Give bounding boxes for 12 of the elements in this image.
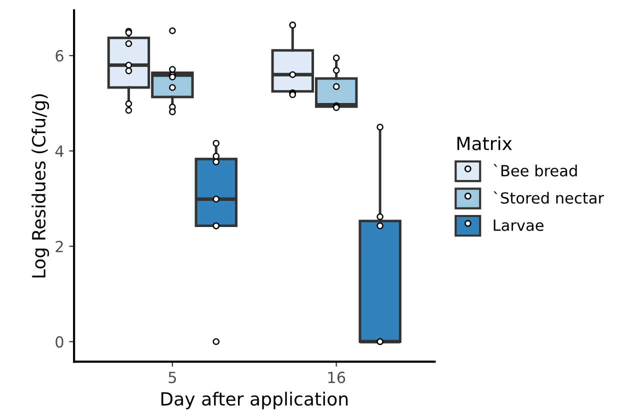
legend-label: `Stored nectar — [494, 191, 604, 204]
y-tick-label: 4 — [55, 146, 64, 157]
y-tick-label: 0 — [56, 336, 64, 348]
legend-label: `Bee bread — [494, 164, 577, 176]
y-axis-title: Log Residues (Cfu/g) — [32, 94, 50, 278]
x-axis-title: Day after application — [161, 392, 348, 410]
legend-label: Larvae — [494, 220, 544, 232]
x-tick-label: 16 — [328, 372, 346, 384]
y-tick-label: 2 — [56, 240, 63, 252]
y-tick-label: 6 — [56, 50, 64, 62]
legend-title: Matrix — [457, 136, 512, 150]
x-tick-label: 5 — [168, 372, 176, 384]
